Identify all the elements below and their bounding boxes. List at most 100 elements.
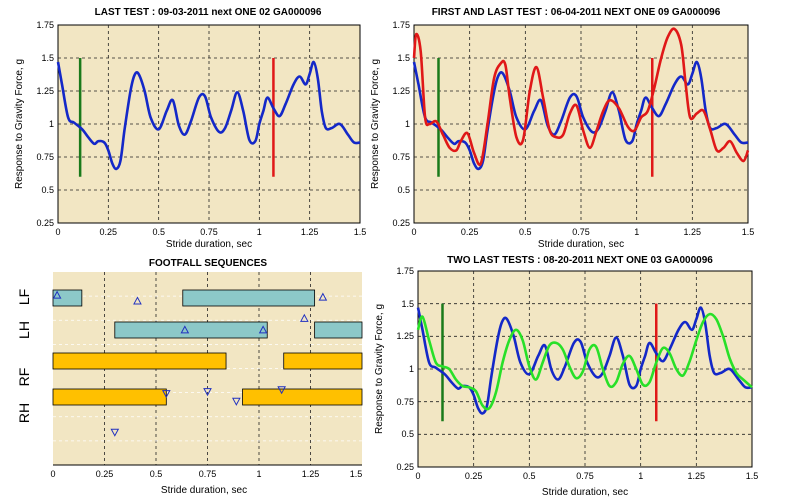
x-tick-labels: 0 0.25 0.5 0.75 1 1.25 1.5 <box>50 469 362 479</box>
liftoff-triangle-up <box>52 290 62 299</box>
touchdown-triangle-down <box>232 397 241 406</box>
row-label-lf: LF <box>16 289 32 305</box>
x-tick-label: 1.25 <box>301 227 319 237</box>
x-tick-label: 1 <box>257 227 262 237</box>
y-tick-label: 1.25 <box>36 86 54 96</box>
chart-title: LAST TEST : 09-03-2011 next ONE 02 GA000… <box>95 7 322 18</box>
x-tick-label: 1.25 <box>684 227 702 237</box>
y-tick-label: 1.75 <box>396 266 414 276</box>
stance-bar-lf <box>52 289 83 307</box>
x-tick-label: 0.75 <box>576 471 594 481</box>
y-tick-label: 0.5 <box>397 185 410 195</box>
x-tick-label: 1.25 <box>302 469 320 479</box>
x-axis-label: Stride duration, sec <box>161 485 247 496</box>
grid <box>58 25 360 223</box>
x-tick-label: 0.5 <box>152 227 165 237</box>
x-tick-labels: 0 0.25 0.5 0.75 1 1.25 1.5 <box>411 227 754 237</box>
footfall-markers <box>52 290 328 437</box>
x-tick-label: 0.75 <box>572 227 590 237</box>
y-tick-labels: 0.25 0.5 0.75 1 1.25 1.5 1.75 <box>392 20 410 228</box>
y-tick-label: 1.75 <box>36 20 54 30</box>
series-group <box>56 60 361 171</box>
y-tick-label: 1.5 <box>41 53 54 63</box>
stance-bar-lf <box>182 289 316 307</box>
touchdown-triangle-down <box>110 428 120 437</box>
y-tick-label: 0.75 <box>396 397 414 407</box>
x-tick-label: 0.25 <box>100 227 118 237</box>
row-label-rf: RF <box>16 368 32 387</box>
chart-top-left: LAST TEST : 09-03-2011 next ONE 02 GA000… <box>14 7 366 250</box>
chart-footfall: FOOTFALL SEQUENCES LF LH RF RH 0 0.25 0.… <box>16 258 363 496</box>
liftoff-triangle-up <box>133 296 142 305</box>
y-tick-label: 0.25 <box>396 462 414 472</box>
liftoff-triangle-up <box>258 325 268 334</box>
x-tick-label: 1.5 <box>354 227 367 237</box>
grid <box>414 25 748 223</box>
row-label-rh: RH <box>16 403 32 423</box>
x-tick-label: 0.25 <box>461 227 479 237</box>
series-group <box>416 306 753 415</box>
series-line-blue <box>56 60 361 171</box>
stance-bar-rf <box>283 352 363 370</box>
x-tick-label: 0.5 <box>519 227 532 237</box>
stance-bar-rf <box>52 352 227 370</box>
liftoff-triangle-up <box>180 325 190 334</box>
row-labels: LF LH RF RH <box>16 289 32 423</box>
y-tick-label: 1.5 <box>401 299 414 309</box>
chart-title: FOOTFALL SEQUENCES <box>149 258 267 269</box>
x-tick-label: 1 <box>638 471 643 481</box>
y-tick-label: 1 <box>409 364 414 374</box>
x-tick-label: 0.5 <box>523 471 536 481</box>
x-tick-label: 0 <box>411 227 416 237</box>
y-tick-label: 1.5 <box>397 53 410 63</box>
y-axis-label: Response to Gravity Force, g <box>370 59 381 189</box>
y-axis-label: Response to Gravity Force, g <box>374 304 385 434</box>
series-line-light-green <box>416 312 753 411</box>
series-line-blue <box>416 306 753 415</box>
x-tick-label: 1.5 <box>746 471 759 481</box>
x-tick-label: 0.25 <box>96 469 114 479</box>
stance-bar-rh <box>242 388 363 406</box>
x-tick-label: 0 <box>415 471 420 481</box>
y-tick-label: 0.75 <box>36 152 54 162</box>
x-axis-label: Stride duration, sec <box>166 239 252 250</box>
y-tick-label: 1.75 <box>392 20 410 30</box>
y-tick-labels: 0.25 0.5 0.75 1 1.25 1.5 1.75 <box>396 266 414 472</box>
x-tick-labels: 0 0.25 0.5 0.75 1 1.25 1.5 <box>415 471 758 481</box>
liftoff-triangle-up <box>299 313 309 322</box>
touchdown-triangle-down <box>203 388 212 397</box>
y-tick-label: 1 <box>49 119 54 129</box>
x-tick-label: 1.25 <box>688 471 706 481</box>
y-tick-label: 0.25 <box>36 218 54 228</box>
x-tick-label: 0 <box>50 469 55 479</box>
x-tick-label: 0.25 <box>465 471 483 481</box>
x-tick-label: 1 <box>634 227 639 237</box>
stance-bar-lh <box>314 321 363 339</box>
x-tick-label: 0.5 <box>150 469 163 479</box>
stance-bar-lh <box>114 321 268 339</box>
grid <box>418 271 752 467</box>
y-tick-labels: 0.25 0.5 0.75 1 1.25 1.5 1.75 <box>36 20 54 228</box>
x-tick-label: 0 <box>55 227 60 237</box>
touchdown-triangle-down <box>277 386 286 395</box>
chart-top-right: FIRST AND LAST TEST : 06-04-2011 NEXT ON… <box>370 7 754 250</box>
y-tick-label: 1 <box>405 119 410 129</box>
series-line-red <box>412 27 750 167</box>
x-axis-label: Stride duration, sec <box>538 239 624 250</box>
series-line-blue <box>412 60 749 171</box>
liftoff-triangle-up <box>318 292 328 301</box>
row-label-lh: LH <box>16 321 32 339</box>
x-axis-label: Stride duration, sec <box>542 487 628 498</box>
x-tick-label: 0.75 <box>200 227 218 237</box>
stance-bar-rh <box>52 388 167 406</box>
x-tick-label: 1.5 <box>742 227 755 237</box>
y-tick-label: 0.75 <box>392 152 410 162</box>
y-tick-label: 1.25 <box>392 86 410 96</box>
stance-bars <box>52 289 363 406</box>
series-group <box>412 27 750 171</box>
y-tick-label: 0.5 <box>41 185 54 195</box>
touchdown-triangle-down <box>161 390 171 399</box>
event-markers <box>78 58 275 177</box>
chart-bottom-right: TWO LAST TESTS : 08-20-2011 NEXT ONE 03 … <box>374 255 758 498</box>
